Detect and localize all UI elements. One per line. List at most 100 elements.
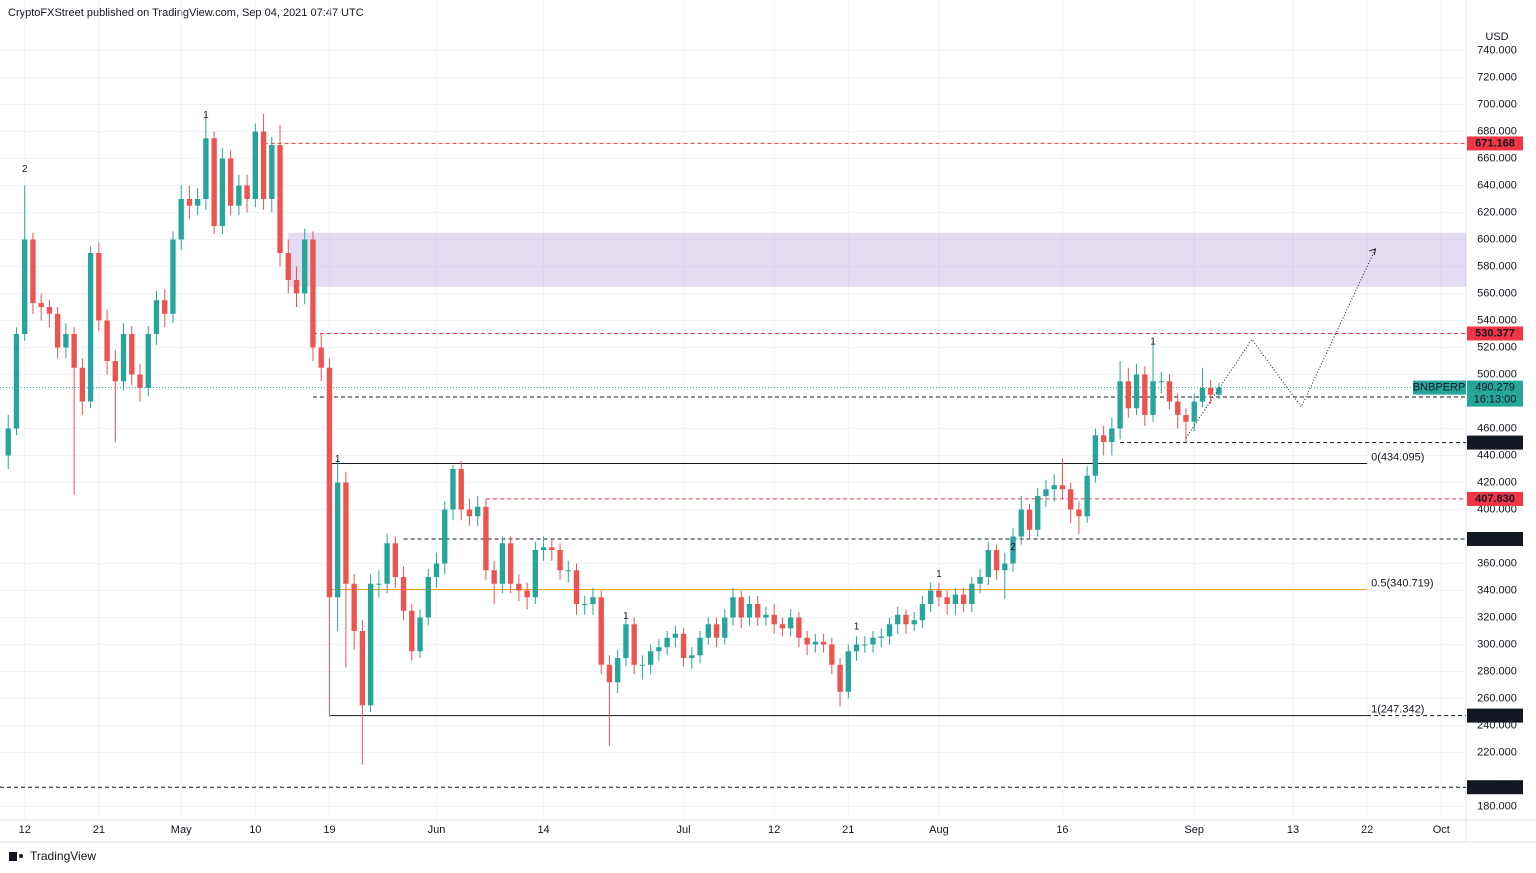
candle-body [787,617,794,629]
level-label-box [1467,435,1523,450]
candle-body [862,644,868,646]
candle-body [46,307,53,314]
candle-body [87,253,94,402]
y-tick-label: 540.000 [1477,314,1517,326]
candle-body [499,543,506,584]
candle-body [755,604,761,618]
candle-body [186,199,193,206]
candle-body [269,145,275,199]
y-tick-label: 660.000 [1477,152,1517,164]
candle-body [475,506,481,517]
candle-body [713,624,720,638]
candle-body [878,636,884,638]
candle-body [689,655,695,658]
candle-body [13,334,20,429]
candle-body [326,367,333,598]
candle-body [244,185,250,199]
candle-body [812,641,819,645]
x-tick-label: 12 [768,824,780,836]
candle-body [433,563,440,577]
candle-body [318,347,324,368]
y-tick-label: 700.000 [1477,98,1517,110]
candle-body [1018,509,1024,537]
level-label: 194.291 [1475,781,1515,793]
y-tick-label: 320.000 [1477,611,1517,623]
candle-body [458,469,464,510]
td-count: 2 [1010,542,1016,553]
candle-body [903,614,909,625]
candle-body [829,644,835,665]
y-tick-label: 520.000 [1477,341,1517,353]
candle-body [1002,563,1008,571]
y-tick-label: 580.000 [1477,260,1517,272]
x-tick-label: May [171,824,192,836]
y-tick-label: 220.000 [1477,746,1517,758]
candle-body [977,577,983,584]
candle-body [705,624,711,638]
level-label: 247.342 [1475,709,1515,721]
candle-body [779,624,786,629]
candle-body [343,482,349,584]
footer: TradingView [30,849,96,863]
level-label-box [1467,326,1523,341]
fib-label: 1(247.342) [1371,703,1424,715]
td-count: 1 [936,569,942,580]
candle-body [1133,374,1140,409]
level-label-box [1467,136,1523,151]
candle-body [400,577,407,611]
candle-body [771,614,777,625]
y-tick-label: 500.000 [1477,368,1517,380]
level-label-box [1467,708,1523,723]
candle-body [895,614,901,625]
fib-label: 0(434.095) [1371,451,1424,463]
candle-body [22,239,28,334]
candle-body [425,577,431,618]
candle-body [211,138,217,226]
plot-area: 2 1 1 1 1 1 2 1 [0,0,1466,820]
candle-body [252,131,258,199]
fib-label: 0.5(340.719) [1371,577,1433,589]
candle-body [491,570,497,584]
candle-body [1175,401,1181,415]
y-tick-label: 280.000 [1477,665,1517,677]
candle-body [5,428,11,456]
candle-body [293,280,300,294]
candle-body [170,239,176,314]
candle-body [1199,388,1206,402]
x-tick-label: Oct [1433,824,1450,836]
candle-body [1067,489,1074,510]
symbol-box [1413,380,1466,395]
candle-body [120,334,127,382]
candle-body [417,617,423,652]
y-tick-label: 740.000 [1477,44,1517,56]
candle-body [162,300,168,314]
last-price: 490.279 [1475,382,1515,394]
candle-body [79,367,86,402]
candle-body [1084,475,1090,517]
candle-body [845,651,851,692]
x-tick-label: 21 [93,824,105,836]
candle-body [952,594,959,604]
candle-body [820,641,827,645]
y-tick-label: 620.000 [1477,206,1517,218]
forecast-arrow [1369,248,1377,256]
candle-body [1125,381,1132,409]
candle-body [112,361,118,382]
y-tick-label: 440.000 [1477,449,1517,461]
x-tick-label: 22 [1361,824,1373,836]
candle-body [450,469,456,510]
x-tick-label: 16 [1056,824,1068,836]
candle-body [1059,485,1066,490]
candle-body [442,509,448,564]
y-tick-label: 560.000 [1477,287,1517,299]
level-label-box [1467,491,1523,506]
level-label-box [1467,531,1523,546]
y-tick-label: 360.000 [1477,557,1517,569]
td-count: 1 [1150,337,1156,348]
candle-body [1100,435,1107,442]
candle-body [911,620,917,625]
candle-body [573,570,580,604]
candle-body [38,302,44,307]
x-tick-label: 21 [842,824,854,836]
